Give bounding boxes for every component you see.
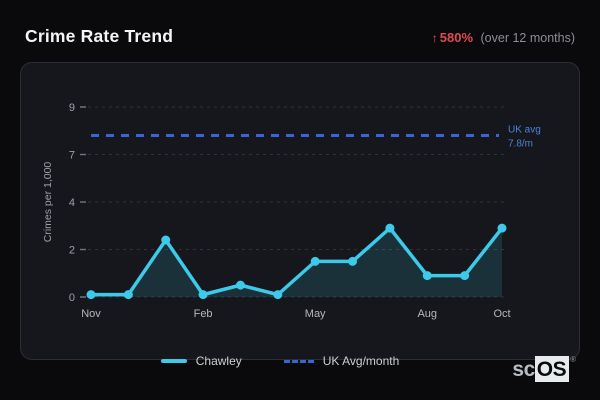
data-point-feb[interactable] — [198, 290, 208, 300]
data-point-jul[interactable] — [385, 223, 395, 233]
legend-label-uk-avg: UK Avg/month — [322, 354, 400, 368]
data-point-oct[interactable] — [497, 223, 507, 233]
chawley-area-fill — [91, 228, 502, 297]
legend-item-uk-avg[interactable]: UK Avg/month — [283, 354, 400, 368]
y-tick-label-7: 7 — [69, 150, 75, 162]
page-title: Crime Rate Trend — [25, 26, 174, 46]
x-tick-label-aug: Aug — [417, 308, 437, 320]
legend-label-chawley: Chawley — [195, 354, 242, 368]
y-tick-label-0: 0 — [69, 292, 75, 304]
y-tick-label-4: 4 — [69, 197, 75, 209]
chawley-line — [89, 226, 504, 297]
chart-legend: Chawley UK Avg/month — [0, 354, 560, 368]
registered-mark-icon: ® — [570, 355, 576, 364]
trend-caption: (over 12 months) — [480, 31, 575, 45]
uk-avg-annotation-line1: UK avg — [508, 125, 541, 136]
up-arrow-icon: ↑ — [431, 31, 438, 45]
uk-avg-line-swatch — [283, 359, 314, 363]
legend-item-chawley[interactable]: Chawley — [160, 354, 242, 368]
data-point-aug[interactable] — [422, 271, 432, 281]
data-point-dec[interactable] — [123, 290, 133, 300]
x-tick-label-may: May — [305, 308, 326, 320]
x-tick-label-feb: Feb — [194, 308, 213, 320]
header: Crime Rate Trend ↑ 580% (over 12 months) — [25, 26, 575, 47]
data-point-sep[interactable] — [460, 271, 470, 281]
trend-indicator: ↑ 580% (over 12 months) — [432, 30, 575, 45]
chawley-line-swatch — [160, 359, 187, 363]
y-tick-label-2: 2 — [69, 245, 75, 257]
y-tick-label-9: 9 — [69, 102, 75, 114]
data-point-jan[interactable] — [161, 235, 171, 245]
data-point-apr[interactable] — [273, 290, 283, 300]
trend-value: 580% — [439, 30, 474, 45]
data-point-jun[interactable] — [348, 256, 358, 266]
data-point-may[interactable] — [310, 256, 320, 266]
x-tick-label-oct: Oct — [493, 308, 510, 320]
x-tick-label-nov: Nov — [81, 308, 101, 320]
data-point-nov[interactable] — [86, 290, 96, 300]
scos-logo: sc OS ® — [512, 356, 576, 382]
uk-avg-annotation-line2: 7.8/m — [508, 139, 533, 150]
logo-box: OS — [534, 356, 570, 382]
chart-card: 0 2 4 7 9 Crimes per 1,000 UK avg 7.8/m Nov Feb Ma… — [20, 62, 580, 360]
data-point-mar[interactable] — [235, 280, 245, 290]
y-axis-label: Crimes per 1,000 — [42, 162, 54, 243]
logo-prefix: sc — [512, 358, 535, 381]
crime-trend-chart: 0 2 4 7 9 Crimes per 1,000 UK avg 7.8/m Nov Feb Ma… — [42, 102, 541, 320]
